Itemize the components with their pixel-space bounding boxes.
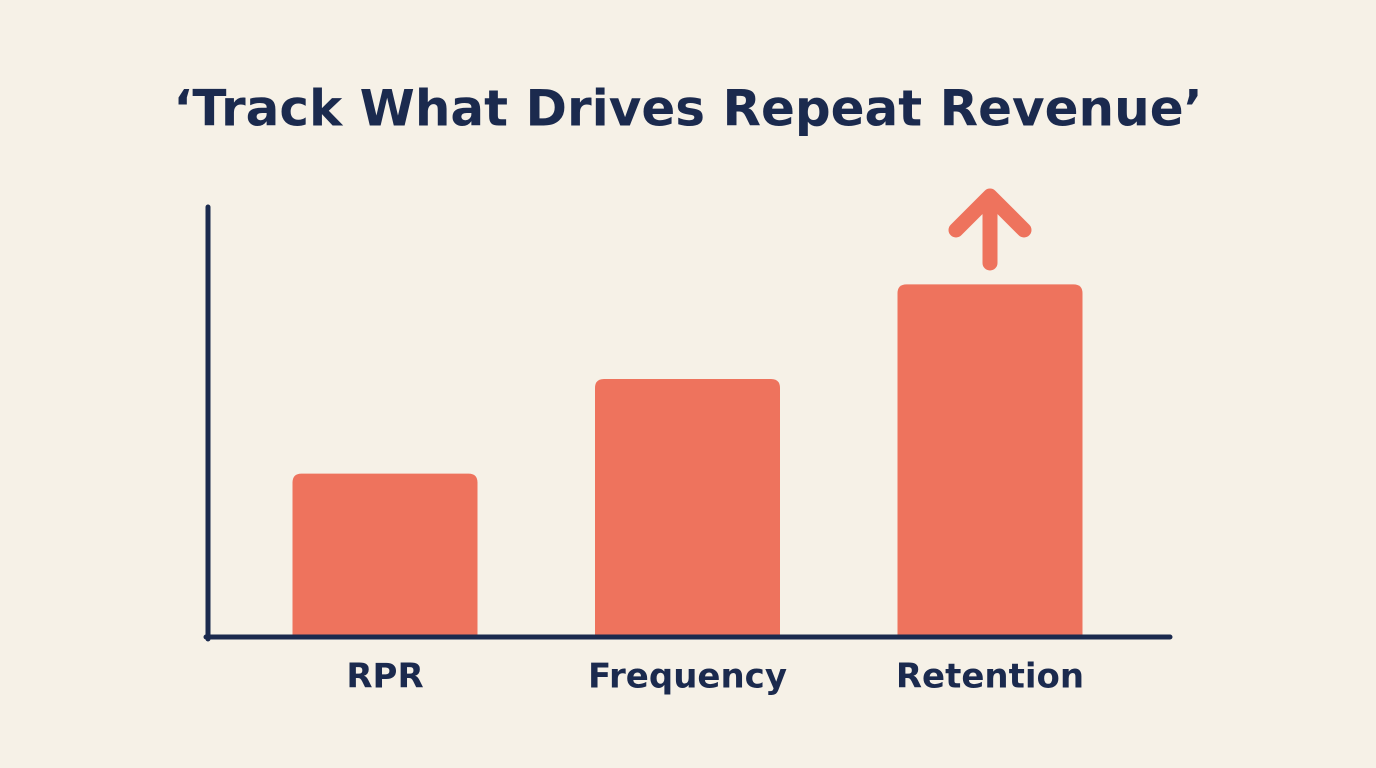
bar [595, 379, 780, 637]
x-tick-label: RPR [346, 657, 423, 697]
bars [292, 284, 1083, 637]
x-tick-label: Retention [896, 657, 1084, 697]
bar [897, 284, 1083, 637]
x-tick-label: Frequency [588, 657, 787, 697]
bar [292, 473, 478, 637]
up-arrow [948, 188, 1032, 271]
chart-title: ‘Track What Drives Repeat Revenue’ [173, 80, 1202, 138]
